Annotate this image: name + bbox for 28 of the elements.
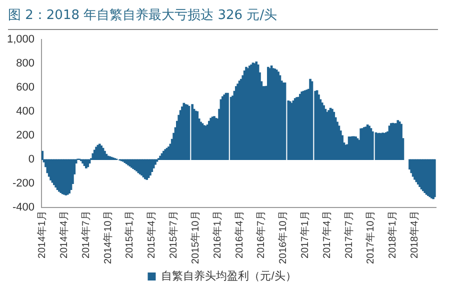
x-tick-label: 2015年1月 (124, 210, 136, 258)
y-tick-label: 800 (16, 58, 35, 70)
x-tick-label: 2018年1月 (386, 210, 399, 258)
y-tick-label: -400 (12, 202, 35, 214)
x-tick-label: 2018年4月 (408, 210, 421, 258)
x-tick-label: 2014年4月 (58, 210, 70, 258)
x-tick-label: 2014年10月 (102, 210, 114, 264)
y-tick-label: 0 (28, 154, 35, 166)
x-tick-label: 2015年10月 (189, 210, 202, 264)
y-tick-label: 200 (16, 130, 35, 142)
x-tick-label: 2016年7月 (255, 210, 268, 258)
x-tick-label: 2015年4月 (146, 210, 158, 258)
x-tick-label: 2016年10月 (277, 210, 290, 264)
x-tick-label: 2015年7月 (168, 210, 180, 258)
x-tick-label: 2016年4月 (233, 210, 246, 258)
legend-label: 自繁自养头均盈利（元/头） (161, 270, 296, 283)
x-tick-label: 2017年7月 (342, 210, 355, 258)
x-tick-label: 2017年1月 (298, 210, 311, 258)
x-tick-label: 2014年1月 (36, 210, 48, 258)
y-tick-label: 400 (16, 106, 35, 118)
x-tick-label: 2017年10月 (364, 210, 377, 264)
x-tick-label: 2016年1月 (211, 210, 224, 258)
x-tick-label: 2014年7月 (80, 210, 92, 258)
y-tick-label: 1,000 (6, 34, 35, 46)
chart-title: 图 2：2018 年自繁自养最大亏损达 326 元/头 (8, 0, 438, 30)
x-tick-label: 2017年4月 (320, 210, 333, 258)
y-tick-label: -200 (12, 178, 35, 190)
y-tick-label: 600 (16, 82, 35, 94)
